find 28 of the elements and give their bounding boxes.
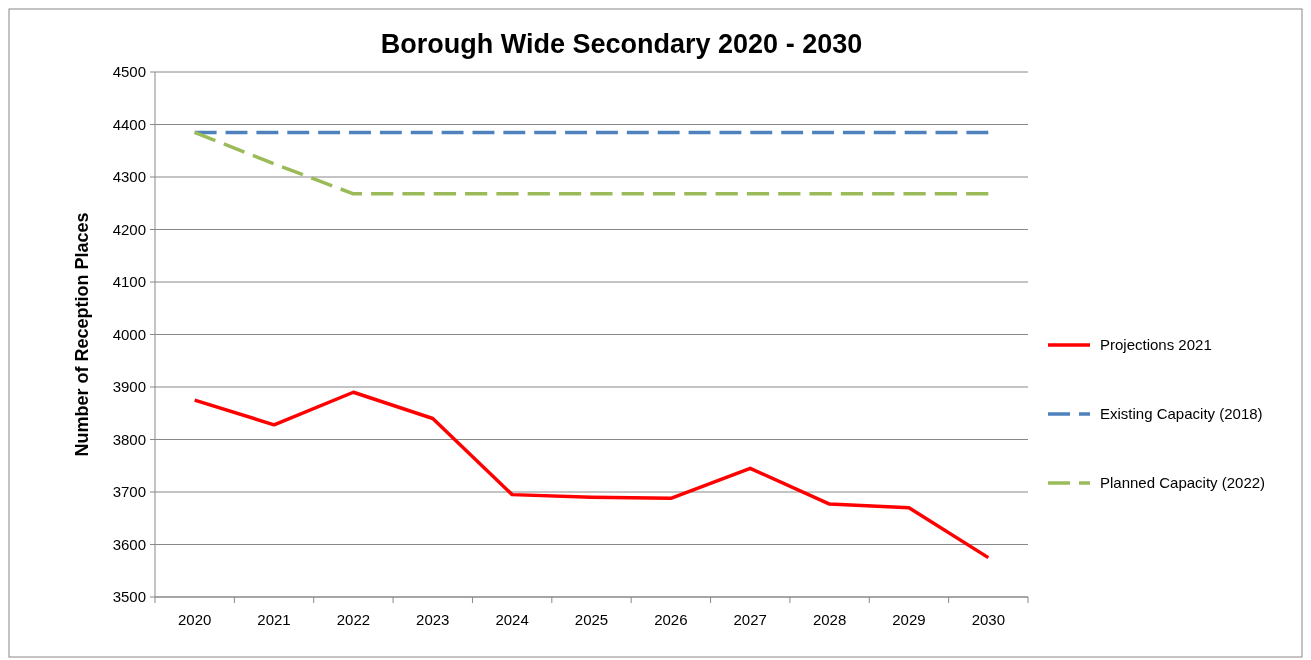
y-tick-label: 3700 [112, 483, 146, 501]
y-tick-label: 3500 [112, 588, 146, 606]
y-tick-label: 3600 [112, 535, 146, 553]
x-tick-label: 2021 [257, 611, 291, 628]
x-tick-label: 2027 [733, 611, 767, 628]
y-tick-label: 4100 [112, 273, 146, 291]
x-tick-label: 2030 [971, 611, 1006, 628]
line-series [192, 390, 991, 560]
y-tick-label: 4200 [112, 220, 146, 238]
y-tick-label: 4300 [112, 168, 146, 186]
legend-label: Projections 2021 [1100, 336, 1212, 354]
y-axis-title: Number of Reception Places [72, 212, 92, 457]
y-tick-label: 4000 [112, 325, 146, 343]
x-tick-label: 2022 [336, 611, 371, 628]
x-tick-label: 2029 [892, 611, 926, 628]
x-tick-label: 2024 [495, 611, 529, 628]
y-tick-label: 3800 [112, 430, 146, 448]
chart-title: Borough Wide Secondary 2020 - 2030 [380, 29, 863, 59]
legend-label: Planned Capacity (2022) [1100, 474, 1266, 492]
y-tick-label: 4500 [112, 63, 146, 81]
x-tick-label: 2026 [654, 611, 688, 628]
x-tick-label: 2028 [812, 611, 847, 628]
x-tick-label: 2023 [416, 611, 450, 628]
x-tick-label: 2020 [177, 611, 212, 628]
legend-label: Existing Capacity (2018) [1100, 405, 1263, 423]
x-tick-label: 2025 [574, 611, 609, 628]
y-tick-label: 4400 [112, 115, 146, 133]
y-tick-label: 3900 [112, 378, 146, 396]
